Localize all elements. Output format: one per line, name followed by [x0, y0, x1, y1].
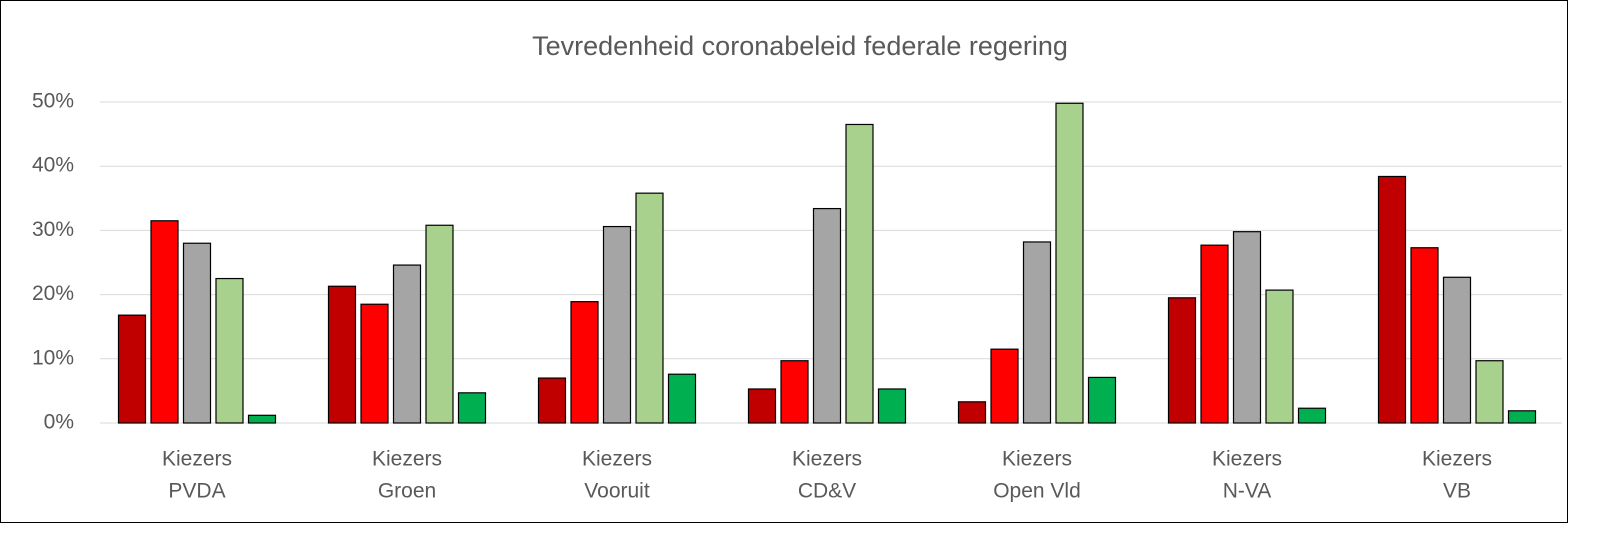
bar [360, 303, 389, 424]
x-tick-label: VB [1443, 480, 1471, 503]
bar [957, 401, 987, 424]
bar [780, 360, 809, 424]
bar [1507, 410, 1537, 424]
x-tick-label: Kiezers [582, 448, 652, 471]
bar [1232, 231, 1262, 424]
bar [570, 301, 599, 424]
y-tick-label: 40% [32, 154, 74, 177]
bar [877, 388, 907, 424]
bar [425, 224, 454, 424]
bar [602, 225, 632, 424]
x-tick-label: Kiezers [372, 448, 442, 471]
x-tick-label: PVDA [168, 480, 225, 503]
bar [1410, 247, 1439, 424]
bar [215, 277, 244, 424]
bar [747, 388, 777, 424]
bar [247, 414, 277, 424]
bar [150, 220, 179, 424]
bar [1022, 241, 1052, 424]
x-tick-label: Kiezers [792, 448, 862, 471]
chart-border [0, 0, 1568, 523]
bar [182, 242, 212, 424]
bar [1377, 175, 1407, 424]
bar [990, 348, 1019, 424]
x-tick-label: Kiezers [1422, 448, 1492, 471]
bar [1297, 407, 1327, 424]
chart-title: Tevredenheid coronabeleid federale reger… [532, 31, 1068, 61]
bar [1167, 297, 1197, 424]
bar [812, 207, 842, 424]
y-tick-label: 0% [44, 411, 74, 434]
y-tick-label: 20% [32, 282, 74, 305]
x-tick-label: Kiezers [1002, 448, 1072, 471]
bar [392, 264, 422, 424]
bar [1200, 244, 1229, 424]
x-tick-label: Open Vld [993, 480, 1081, 503]
x-tick-label: Vooruit [584, 480, 650, 503]
bar [635, 192, 664, 424]
y-tick-label: 30% [32, 218, 74, 241]
bar [667, 373, 697, 424]
x-tick-label: Groen [378, 480, 436, 503]
bar [845, 123, 874, 424]
x-tick-label: N-VA [1223, 480, 1272, 503]
y-tick-label: 10% [32, 346, 74, 369]
bar [117, 314, 147, 424]
x-tick-label: Kiezers [162, 448, 232, 471]
bar [1087, 376, 1117, 424]
bar [537, 377, 567, 424]
y-tick-label: 50% [32, 90, 74, 113]
bar [457, 392, 487, 424]
bar [1475, 360, 1504, 424]
bar [1265, 289, 1294, 424]
x-tick-label: Kiezers [1212, 448, 1282, 471]
x-tick-label: CD&V [798, 480, 856, 503]
bar [1055, 102, 1084, 424]
bar [327, 285, 357, 424]
bar [1442, 276, 1472, 424]
